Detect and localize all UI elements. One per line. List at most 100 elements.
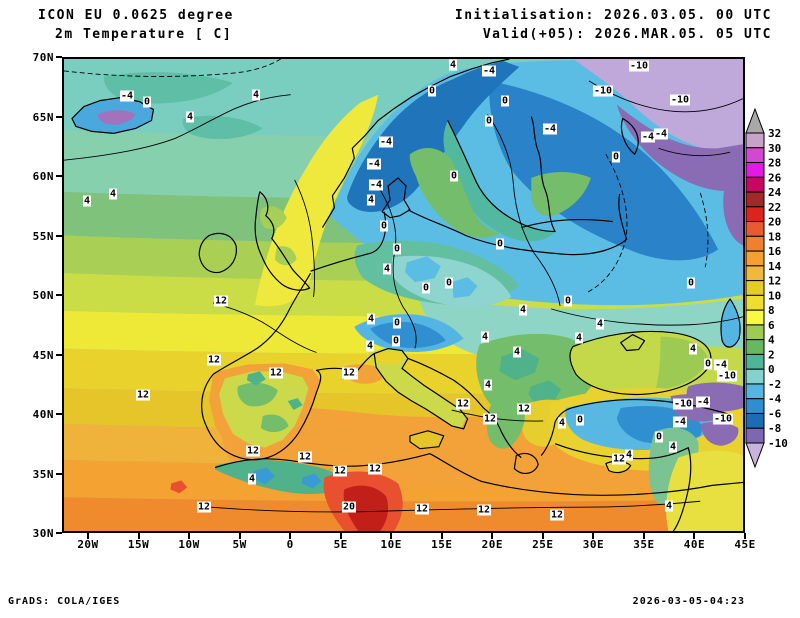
colorbar-segment: [745, 176, 765, 193]
x-tick-mark: [339, 533, 342, 539]
x-tick-label: 30E: [582, 538, 605, 551]
variable-title: 2m Temperature [ C]: [55, 27, 233, 42]
colorbar-tick-label: 0: [768, 363, 775, 376]
coastline-12: [407, 357, 539, 474]
colorbar-segment: [745, 265, 765, 282]
contour-label: 12: [476, 504, 492, 516]
colorbar-tick-label: -10: [768, 437, 788, 450]
coastline-15: [554, 399, 729, 531]
x-tick-mark: [390, 533, 393, 539]
valid-time-label: Valid(+05): 2026.MAR.05. 05 UTC: [482, 27, 772, 42]
coastline-16: [214, 453, 743, 496]
contour-label: -4: [713, 359, 729, 371]
colorbar-tick-label: 2: [768, 348, 775, 361]
contour-label: 12: [482, 413, 498, 425]
colorbar-segment: [745, 324, 765, 341]
contour-label: 0: [392, 317, 402, 329]
colorbar-tick-label: 26: [768, 171, 782, 184]
x-tick-mark: [541, 533, 544, 539]
x-tick-mark: [289, 533, 292, 539]
contour-label: 12: [455, 398, 471, 410]
contour-label: -10: [672, 398, 694, 410]
x-tick-mark: [592, 533, 595, 539]
contour-label: 0: [611, 151, 621, 163]
coastline-13: [540, 407, 572, 457]
contour-label: -10: [592, 85, 614, 97]
contour-label: 4: [595, 318, 605, 330]
y-tick-mark: [56, 532, 62, 534]
region-uk-green-patches: [260, 206, 297, 266]
contour-label: -4: [640, 131, 656, 143]
contour-line-9: [585, 153, 628, 294]
region-italy-peninsula: [368, 347, 466, 428]
colorbar-segment: [745, 309, 765, 326]
colorbar-segment: [745, 398, 765, 414]
colorbar-segment: [745, 221, 765, 237]
contour-label: 4: [108, 188, 118, 200]
contour-label: 0: [500, 95, 510, 107]
contour-label: 0: [392, 243, 402, 255]
contour-label: 0: [563, 295, 573, 307]
contour-label: 0: [654, 431, 664, 443]
init-time-label: Initialisation: 2026.03.05. 00 UTC: [454, 8, 772, 23]
x-tick-label: 0: [286, 538, 294, 551]
grads-credit: GrADS: COLA/IGES: [8, 596, 121, 607]
contour-label: 4: [624, 449, 634, 461]
contour-line-4: [211, 500, 701, 513]
region-iberia-green-patches: [237, 382, 289, 433]
colorbar-tick-label: -4: [768, 393, 782, 406]
contour-label: 4: [366, 194, 376, 206]
contour-label: -4: [368, 179, 384, 191]
region-alps-core-blue: [370, 321, 446, 348]
x-tick-mark: [491, 533, 494, 539]
y-tick-label: 35N: [32, 467, 54, 481]
x-tick-label: 10W: [178, 538, 200, 551]
map-plot-area: -4 0 4 4 4 4 -4 -4 -4 4 0 0 4 4 -4 0 -10 -10 -10 0 0 -4 -4 0 0 -4…: [62, 57, 745, 533]
colorbar-under-arrow: [745, 442, 765, 469]
region-balkans-teal-patches: [499, 349, 562, 406]
x-tick-mark: [693, 533, 696, 539]
x-tick-label: 20W: [77, 538, 99, 551]
colorbar-tick-label: -6: [768, 407, 782, 420]
region-norway-mountains-darkblue: [347, 60, 520, 212]
contour-label: 12: [245, 445, 261, 457]
contour-label: -4: [378, 136, 394, 148]
colorbar-tick-label: -2: [768, 378, 781, 391]
region-greece-green: [486, 396, 525, 449]
coastline-8: [198, 232, 237, 274]
colorbar-tick-label: 6: [768, 319, 775, 332]
temperature-colorbar: 32 30 28 26 24 22 20 18 16 14 12 10 8 6 4 2 0 -2 -4 -6 -8 -10: [740, 103, 800, 483]
colorbar-segment: [745, 368, 765, 385]
x-tick-label: 5E: [333, 538, 348, 551]
contour-label: 4: [574, 332, 584, 344]
region-atlas-blue-dots: [252, 467, 322, 489]
contour-label: 12: [341, 367, 357, 379]
region-mesopotamia-yellow: [666, 450, 743, 531]
contour-label: 20: [341, 501, 357, 513]
y-tick-label: 60N: [32, 170, 54, 183]
colorbar-segment: [745, 339, 765, 355]
contour-label: 0: [391, 335, 401, 347]
region-finland-south-green: [531, 172, 591, 216]
x-tick-label: 45E: [734, 538, 756, 551]
colorbar-tick-label: 20: [768, 216, 781, 229]
colorbar-segment: [745, 294, 765, 311]
colorbar-tick-label: 32: [768, 127, 781, 140]
x-tick-label: 10E: [380, 538, 402, 551]
coastline-11: [409, 430, 445, 450]
coastline-1: [321, 59, 510, 228]
x-tick-mark: [744, 533, 747, 539]
coastline-14: [569, 330, 712, 396]
y-tick-mark: [56, 115, 62, 118]
contour-label: 12: [367, 463, 383, 475]
contour-label: 0: [449, 170, 459, 182]
creation-timestamp: 2026-03-05-04:23: [632, 596, 745, 607]
colorbar-segment: [745, 235, 765, 252]
coastline-9: [201, 272, 375, 461]
colorbar-tick-label: 14: [768, 260, 782, 273]
y-tick-mark: [56, 294, 62, 296]
colorbar-segment: [745, 162, 765, 178]
region-sicily: [409, 430, 444, 449]
contour-label: 0: [686, 277, 696, 289]
